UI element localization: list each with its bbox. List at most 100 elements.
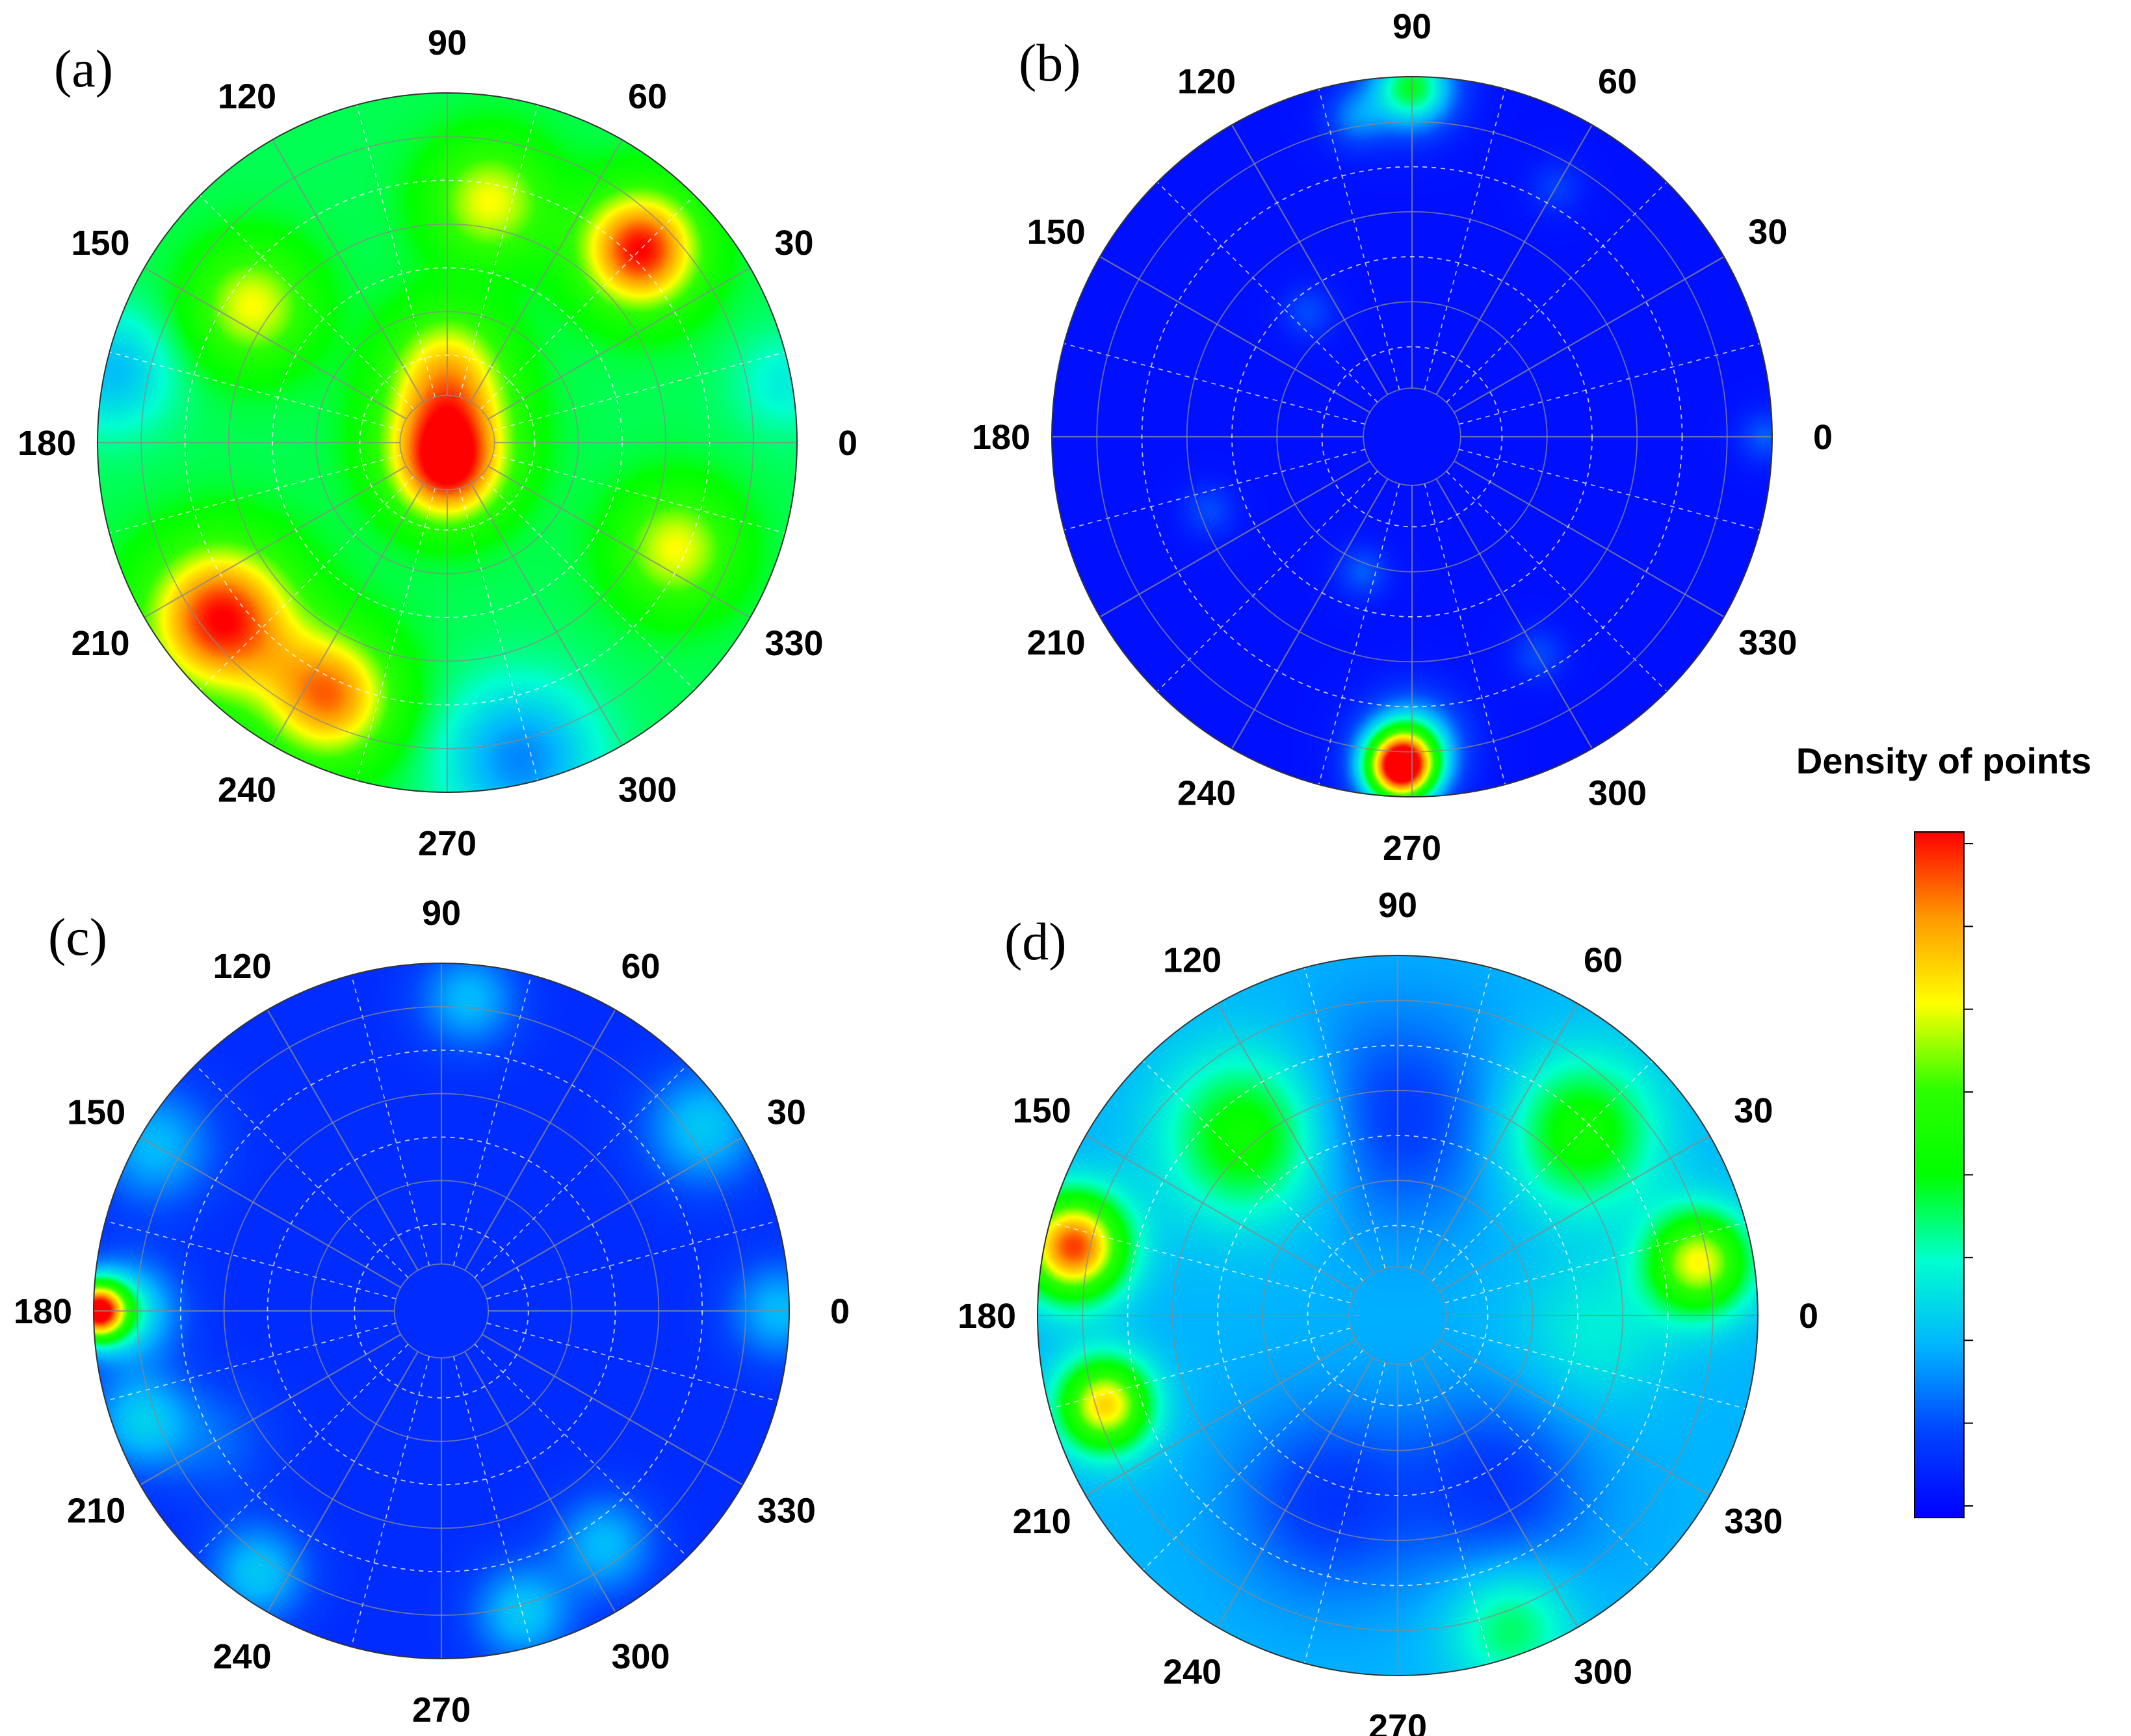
grid-ring xyxy=(1276,301,1548,573)
grid-ring xyxy=(1171,1089,1624,1542)
panel-label: (a) xyxy=(54,39,113,98)
angle-tick-label: 300 xyxy=(611,1637,670,1676)
angle-tick-label: 330 xyxy=(1724,1502,1783,1541)
polar-border xyxy=(1051,76,1773,797)
grid-spoke xyxy=(1142,1060,1364,1282)
angle-tick-label: 150 xyxy=(71,224,129,263)
angle-tick-label: 60 xyxy=(628,77,667,116)
grid-spoke xyxy=(1318,484,1400,785)
angle-tick-label: 150 xyxy=(1013,1091,1071,1130)
angle-tick-label: 270 xyxy=(1368,1707,1427,1736)
angle-tick-label: 180 xyxy=(14,1292,72,1331)
grid-spoke xyxy=(140,1136,402,1288)
grid-ring xyxy=(1231,256,1593,617)
grid-ring xyxy=(1127,1044,1669,1587)
grid-ring xyxy=(393,1263,490,1359)
grid-spoke xyxy=(1231,478,1389,749)
angle-tick-label: 300 xyxy=(1588,773,1647,812)
angle-tick-label: 330 xyxy=(757,1492,816,1531)
grid-ring xyxy=(267,1136,616,1486)
grid-ring xyxy=(136,1005,747,1616)
grid-ring xyxy=(354,1223,529,1399)
grid-spoke xyxy=(1439,1339,1710,1496)
grid-spoke xyxy=(144,465,407,618)
angle-tick-label: 210 xyxy=(1013,1502,1071,1541)
grid-ring xyxy=(223,1093,660,1529)
grid-spoke xyxy=(1142,1349,1364,1571)
grid-spoke xyxy=(488,267,751,420)
angle-tick-label: 270 xyxy=(412,1691,471,1730)
grid-spoke xyxy=(1303,967,1386,1269)
colorbar: Density of points xyxy=(1796,740,2091,1518)
grid-spoke xyxy=(470,139,623,402)
panel-label: (c) xyxy=(48,907,107,966)
angle-tick-label: 240 xyxy=(1177,773,1236,812)
polar-panel-d: 0 30 60 90 120 150 180 210 240 270 300 330 (d) xyxy=(958,886,1818,1736)
grid-spoke xyxy=(1421,1003,1578,1274)
angle-tick-label: 90 xyxy=(1378,886,1417,925)
angle-tick-label: 180 xyxy=(958,1297,1016,1336)
angle-tick-label: 90 xyxy=(1392,7,1432,46)
grid-spoke xyxy=(1424,88,1506,390)
grid-spoke xyxy=(1445,1221,1746,1304)
grid-spoke xyxy=(464,1351,616,1613)
grid-spoke xyxy=(1085,1339,1356,1496)
grid-spoke xyxy=(1157,181,1378,403)
angle-tick-label: 210 xyxy=(67,1492,125,1531)
grid-ring xyxy=(1141,166,1683,708)
angle-tick-label: 0 xyxy=(838,424,857,463)
polar-panel-a: 0 30 60 90 120 150 180 210 240 270 300 330 (a) xyxy=(18,23,857,863)
angle-tick-label: 180 xyxy=(18,424,76,463)
angle-tick-label: 90 xyxy=(422,894,461,933)
angle-tick-label: 240 xyxy=(1163,1652,1222,1691)
angle-tick-label: 210 xyxy=(1027,623,1086,662)
grid-ring xyxy=(315,311,579,575)
angle-tick-label: 120 xyxy=(218,77,276,116)
angle-tick-label: 240 xyxy=(213,1637,271,1676)
angle-tick-label: 180 xyxy=(972,418,1030,457)
angle-tick-label: 30 xyxy=(1748,213,1787,252)
grid-spoke xyxy=(1099,256,1370,413)
grid-spoke xyxy=(1432,1349,1653,1571)
grid-spoke xyxy=(1217,1003,1374,1274)
colorbar-title: Density of points xyxy=(1796,740,2091,781)
grid-spoke xyxy=(1085,1135,1356,1292)
grid-spoke xyxy=(1099,460,1370,617)
angle-tick-label: 90 xyxy=(428,23,467,62)
grid-spoke xyxy=(488,465,751,618)
grid-spoke xyxy=(1409,1362,1492,1664)
angle-tick-label: 120 xyxy=(1163,941,1222,980)
angle-tick-label: 30 xyxy=(767,1093,806,1132)
grid-spoke xyxy=(1424,484,1506,785)
angle-tick-label: 300 xyxy=(1574,1652,1632,1691)
grid-ring xyxy=(1082,1000,1714,1631)
grid-spoke xyxy=(267,1009,419,1271)
grid-ring xyxy=(140,136,754,749)
grid-spoke xyxy=(1049,1327,1351,1410)
grid-ring xyxy=(1363,387,1461,486)
grid-ring xyxy=(359,354,536,531)
angle-tick-label: 300 xyxy=(618,770,677,809)
grid-ring xyxy=(1217,1135,1578,1496)
grid-spoke xyxy=(1217,1357,1374,1628)
angle-tick-label: 150 xyxy=(1027,213,1086,252)
grid-spoke xyxy=(1454,256,1725,413)
grid-spoke xyxy=(1064,343,1365,425)
polar-border xyxy=(93,963,790,1659)
grid-ring xyxy=(1307,1224,1489,1406)
grid-spoke xyxy=(140,1334,402,1486)
grid-ring xyxy=(1348,1266,1447,1365)
grid-ring xyxy=(310,1180,573,1442)
grid-spoke xyxy=(1303,1362,1386,1664)
angle-tick-label: 270 xyxy=(418,824,477,863)
grid-ring xyxy=(1262,1180,1534,1451)
grid-ring xyxy=(1186,211,1638,663)
grid-ring xyxy=(1321,346,1503,528)
angle-tick-label: 60 xyxy=(621,947,660,986)
polar-border xyxy=(97,92,798,793)
angle-tick-label: 30 xyxy=(1734,1091,1773,1130)
grid-spoke xyxy=(1439,1135,1710,1292)
grid-spoke xyxy=(1435,124,1593,395)
angle-tick-label: 270 xyxy=(1383,829,1441,868)
